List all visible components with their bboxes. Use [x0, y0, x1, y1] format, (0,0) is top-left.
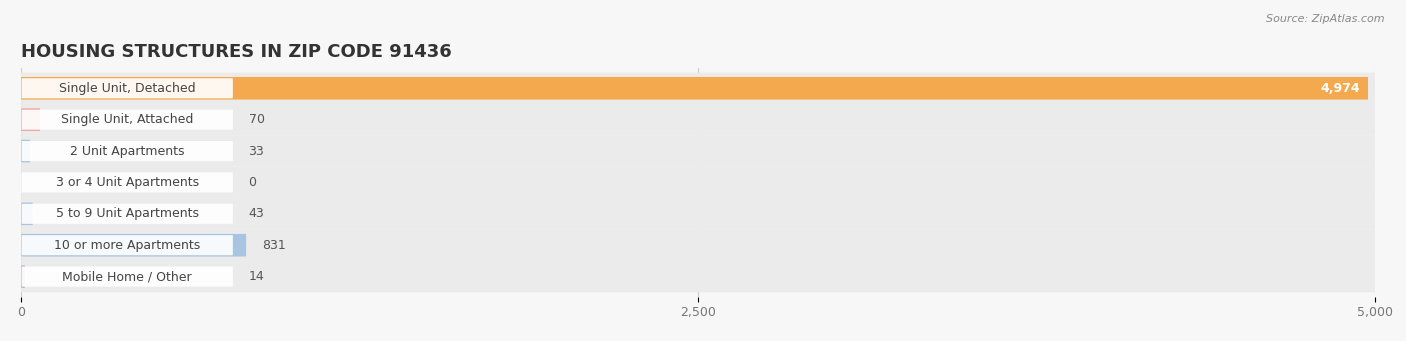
FancyBboxPatch shape	[21, 135, 1375, 167]
Text: 14: 14	[249, 270, 264, 283]
FancyBboxPatch shape	[21, 104, 1375, 135]
Text: Single Unit, Detached: Single Unit, Detached	[59, 82, 195, 95]
FancyBboxPatch shape	[21, 141, 233, 161]
FancyBboxPatch shape	[21, 234, 246, 256]
Text: 4,974: 4,974	[1320, 82, 1360, 95]
Text: 831: 831	[263, 239, 285, 252]
FancyBboxPatch shape	[21, 77, 1368, 100]
FancyBboxPatch shape	[21, 267, 233, 287]
Text: HOUSING STRUCTURES IN ZIP CODE 91436: HOUSING STRUCTURES IN ZIP CODE 91436	[21, 43, 451, 61]
Text: Mobile Home / Other: Mobile Home / Other	[62, 270, 193, 283]
FancyBboxPatch shape	[21, 140, 30, 162]
FancyBboxPatch shape	[21, 229, 1375, 261]
Text: 2 Unit Apartments: 2 Unit Apartments	[70, 145, 184, 158]
FancyBboxPatch shape	[21, 78, 233, 98]
FancyBboxPatch shape	[21, 235, 233, 255]
Text: 3 or 4 Unit Apartments: 3 or 4 Unit Apartments	[56, 176, 198, 189]
FancyBboxPatch shape	[21, 173, 233, 192]
Text: 5 to 9 Unit Apartments: 5 to 9 Unit Apartments	[56, 207, 198, 220]
Text: Source: ZipAtlas.com: Source: ZipAtlas.com	[1267, 14, 1385, 24]
Text: 70: 70	[249, 113, 264, 126]
FancyBboxPatch shape	[21, 167, 1375, 198]
Text: 0: 0	[249, 176, 256, 189]
Text: 10 or more Apartments: 10 or more Apartments	[53, 239, 201, 252]
FancyBboxPatch shape	[21, 261, 1375, 292]
FancyBboxPatch shape	[21, 198, 1375, 229]
FancyBboxPatch shape	[21, 203, 32, 225]
FancyBboxPatch shape	[21, 73, 1375, 104]
Text: 43: 43	[249, 207, 264, 220]
FancyBboxPatch shape	[21, 265, 25, 288]
Text: 33: 33	[249, 145, 264, 158]
FancyBboxPatch shape	[21, 109, 233, 130]
Text: Single Unit, Attached: Single Unit, Attached	[60, 113, 194, 126]
FancyBboxPatch shape	[21, 204, 233, 224]
FancyBboxPatch shape	[21, 108, 39, 131]
